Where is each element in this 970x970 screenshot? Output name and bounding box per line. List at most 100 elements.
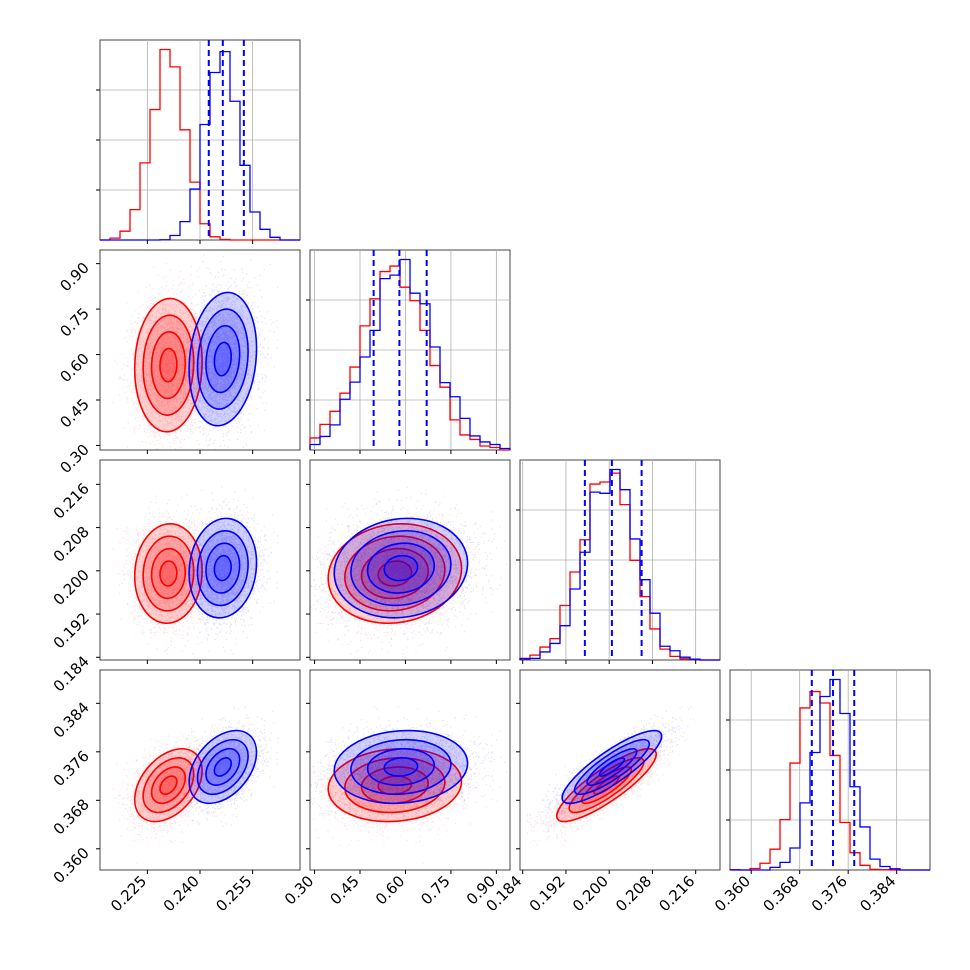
diag-panel-1 — [306, 249, 511, 451]
points-3-2-series-1 — [526, 706, 695, 827]
xtick-label-3-3: 0.384 — [856, 872, 899, 915]
xtick-label-3-1: 0.368 — [759, 872, 802, 915]
density-fill-1-0-0-1 — [151, 331, 186, 399]
contour-3-1-1-0 — [383, 757, 419, 777]
xtick-label-2-1: 0.192 — [526, 872, 569, 915]
xtick-label-2-4: 0.216 — [655, 872, 698, 915]
density-fill-3-0-1-2 — [197, 739, 249, 795]
contour-2-1-0-0 — [377, 560, 413, 587]
contour-3-1-1-2 — [350, 738, 452, 796]
hist-1-series-1 — [309, 258, 511, 450]
contour-2-0-1-2 — [196, 530, 249, 607]
ytick-label-2-2: 0.200 — [50, 566, 93, 609]
contour-3-0-1-3 — [188, 729, 258, 805]
ytick-label-3-0: 0.360 — [50, 844, 93, 887]
scatter-panel-2-0 — [99, 459, 301, 661]
contour-3-2-1-2 — [573, 738, 650, 796]
xtick-label-1-3: 0.75 — [417, 872, 453, 908]
points-3-0-series-1 — [161, 706, 279, 827]
ytick-label-2-3: 0.208 — [50, 523, 93, 566]
points-2-0-series-1 — [161, 486, 279, 655]
xtick-label-3-2: 0.376 — [808, 872, 851, 915]
scatter-panel-3-0 — [99, 669, 301, 871]
xtick-label-0-0: 0.225 — [107, 872, 150, 915]
contour-2-0-1-3 — [188, 517, 258, 619]
diag-panel-0 — [96, 39, 301, 241]
ytick-label-1-2: 0.60 — [56, 350, 92, 386]
diag-panel-3 — [726, 669, 931, 871]
points-1-0-series-0 — [112, 263, 231, 450]
scatter-panel-1-0 — [99, 249, 301, 451]
contour-1-0-0-0 — [159, 347, 178, 383]
contour-3-0-1-0 — [213, 757, 233, 777]
contour-2-1-1-3 — [333, 517, 469, 619]
scatter-panel-2-1 — [309, 459, 511, 661]
density-fill-3-0-0-3 — [134, 748, 203, 822]
contour-2-0-0-2 — [142, 535, 195, 612]
contour-3-0-1-1 — [205, 747, 241, 786]
density-fill-3-0-1-1 — [205, 748, 240, 786]
contour-1-0-0-3 — [133, 297, 203, 433]
contour-1-0-1-0 — [213, 341, 233, 377]
density-fill-3-2-1-2 — [574, 739, 650, 795]
density-fill-3-0-1-3 — [189, 730, 257, 804]
contour-3-0-0-3 — [133, 747, 203, 823]
density-fill-3-1-1-0 — [384, 757, 418, 777]
points-3-1-series-0 — [310, 718, 498, 864]
contour-3-1-1-3 — [333, 729, 469, 805]
xtick-label-1-1: 0.45 — [326, 872, 362, 908]
xtick-label-1-2: 0.60 — [372, 872, 408, 908]
contour-1-0-0-2 — [142, 314, 195, 416]
ytick-label-3-3: 0.384 — [50, 698, 93, 741]
ytick-label-1-4: 0.90 — [56, 259, 92, 295]
contour-2-1-0-1 — [360, 547, 429, 600]
scatter-panel-3-2 — [519, 669, 721, 871]
density-fill-1-0-1-0 — [214, 342, 232, 376]
contour-3-1-1-1 — [366, 747, 436, 786]
density-fill-2-1-1-1 — [367, 543, 435, 593]
contour-3-0-1-2 — [196, 738, 249, 796]
xtick-label-2-3: 0.208 — [612, 872, 655, 915]
ytick-label-1-3: 0.75 — [56, 304, 92, 340]
contour-1-0-1-2 — [196, 308, 249, 410]
contour-3-0-0-0 — [159, 775, 178, 796]
contour-3-2-1-1 — [586, 747, 638, 786]
contour-2-0-0-1 — [150, 547, 187, 600]
xtick-label-2-2: 0.200 — [569, 872, 612, 915]
contour-2-0-1-1 — [205, 542, 241, 594]
contour-3-0-0-1 — [150, 766, 187, 805]
ytick-label-2-0: 0.184 — [50, 652, 93, 695]
xtick-label-0-1: 0.240 — [160, 872, 203, 915]
points-1-0-series-1 — [161, 254, 279, 450]
contour-1-0-0-1 — [150, 331, 187, 400]
contour-3-2-1-3 — [561, 729, 663, 805]
density-fill-3-0-0-1 — [151, 766, 186, 804]
ytick-label-2-4: 0.216 — [50, 479, 93, 522]
contour-2-0-0-0 — [159, 560, 178, 587]
hist-3-series-1 — [730, 678, 930, 871]
contour-2-1-0-2 — [344, 535, 446, 612]
ytick-label-3-2: 0.376 — [50, 747, 93, 790]
ytick-label-1-1: 0.45 — [56, 395, 92, 431]
diag-panel-2 — [516, 459, 721, 661]
contour-1-0-1-3 — [188, 291, 258, 427]
contour-1-0-1-1 — [205, 324, 241, 394]
contour-2-0-1-0 — [213, 554, 233, 582]
hist-0-series-1 — [100, 51, 300, 241]
contour-2-1-1-1 — [366, 542, 436, 594]
xtick-label-0-2: 0.255 — [212, 872, 255, 915]
density-fill-1-0-0-3 — [134, 298, 203, 432]
density-fill-2-0-1-0 — [214, 555, 232, 581]
contour-3-2-0-3 — [555, 747, 658, 823]
density-fill-1-0-0-0 — [159, 348, 177, 382]
density-fill-2-1-1-0 — [384, 555, 418, 581]
density-fill-2-0-0-1 — [151, 548, 186, 599]
points-3-1-series-1 — [311, 706, 507, 827]
ytick-label-2-1: 0.192 — [50, 609, 93, 652]
contour-2-1-1-0 — [383, 554, 419, 582]
density-fill-1-0-1-1 — [205, 325, 240, 393]
hist-2-series-1 — [519, 468, 720, 661]
scatter-panel-3-1 — [309, 669, 511, 871]
xtick-label-3-0: 0.360 — [711, 872, 754, 915]
